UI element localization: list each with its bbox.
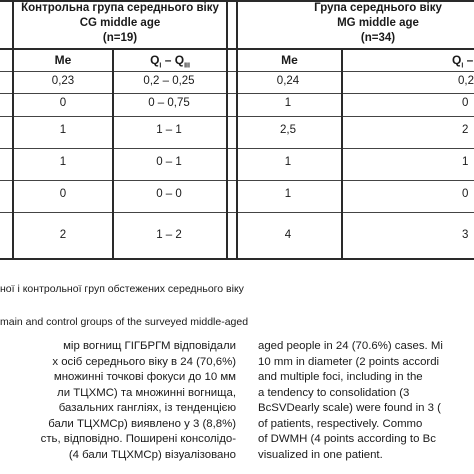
cg-quartile-header: QI – QIII bbox=[150, 53, 190, 70]
mg-me-header: Me bbox=[281, 53, 298, 67]
caption-ukrainian: ної і контрольної груп обстежених середн… bbox=[0, 283, 244, 295]
text-line: сть, відповідно. Поширені консолідо- bbox=[40, 433, 236, 445]
table-cell: 0 bbox=[462, 188, 469, 200]
text-line: a tendency to consolidation (3 bbox=[258, 386, 410, 399]
text-line: and multiple foci, including in the bbox=[258, 371, 423, 383]
table-cell: 0 – 0 bbox=[156, 188, 182, 200]
right-text-column: aged people in 24 (70.6%) cases. Mi 10 m… bbox=[258, 339, 474, 463]
cg-group-count: (n=19) bbox=[102, 32, 138, 44]
table-cell: 1 bbox=[284, 97, 292, 109]
caption-english: main and control groups of the surveyed … bbox=[0, 316, 249, 328]
table-cell: 0 bbox=[59, 188, 67, 200]
column-divider bbox=[341, 48, 343, 259]
text-line: мір вогнищ ГІГБРГМ відповідали bbox=[63, 340, 236, 352]
table-cell: 0 bbox=[462, 97, 469, 109]
table-cell: 1 bbox=[284, 188, 292, 200]
column-divider bbox=[12, 0, 14, 259]
mg-quartile-header: QI – bbox=[452, 53, 474, 70]
table-cell: 1 bbox=[284, 156, 292, 168]
text-line: (4 бали ТЦХМСр) візуалізовано bbox=[68, 448, 236, 461]
table-cell: 4 bbox=[284, 229, 292, 241]
table-cell: 0,2 – 0,25 bbox=[143, 75, 195, 87]
table-cell: 0 bbox=[59, 97, 67, 109]
table-cell: 0 – 1 bbox=[156, 156, 182, 168]
table-cell: 3 bbox=[462, 229, 469, 241]
table-cell: 2 bbox=[59, 229, 67, 241]
column-divider bbox=[226, 0, 228, 259]
mg-group-count: (n=34) bbox=[360, 32, 396, 44]
table-cell: 0,23 bbox=[51, 75, 75, 87]
table-cell: 2 bbox=[462, 124, 469, 136]
column-divider bbox=[112, 48, 114, 259]
text-line: aged people in 24 (70.6%) cases. Mi bbox=[258, 340, 443, 352]
table-cell: 0 – 0,75 bbox=[148, 97, 190, 109]
cg-me-header: Me bbox=[54, 53, 72, 67]
table-cell: 2,5 bbox=[280, 124, 296, 136]
text-line: ли ТЦХМС) та множинні вогнища, bbox=[57, 386, 236, 399]
text-line: BcSVDearly scale) were found in 3 ( bbox=[258, 402, 441, 414]
table-cell: 0,24 bbox=[276, 75, 300, 87]
text-line: множинні точкові фокуси до 10 мм bbox=[53, 371, 236, 383]
table-cell: 1 bbox=[59, 124, 67, 136]
text-line: базальних гангліях, із тенденцією bbox=[58, 402, 236, 414]
mg-group-title: Група середнього віку bbox=[314, 2, 442, 14]
cg-group-title: Контрольна група середнього віку bbox=[21, 2, 219, 14]
cg-group-header: Контрольна група середнього віку CG midd… bbox=[14, 1, 226, 46]
table-cell: 1 – 1 bbox=[156, 124, 182, 136]
table-cell: 1 bbox=[59, 156, 67, 168]
table-cell: 0,2 bbox=[458, 75, 474, 87]
table-cell: 1 bbox=[462, 156, 469, 168]
mg-group-subtitle: MG middle age bbox=[337, 17, 419, 29]
text-line: 10 mm in diameter (2 points accordi bbox=[258, 355, 440, 368]
text-line: х осіб середнього віку в 24 (70,6%) bbox=[52, 355, 236, 368]
text-line: visualized in one patient. bbox=[258, 448, 383, 461]
cg-group-subtitle: CG middle age bbox=[79, 17, 161, 29]
mg-group-header: Група середнього віку MG middle age (n=3… bbox=[258, 1, 474, 46]
column-divider bbox=[236, 0, 238, 259]
left-text-column: мір вогнищ ГІГБРГМ відповідали х осіб се… bbox=[0, 339, 236, 463]
text-line: of patients, respectively. Commo bbox=[258, 417, 423, 430]
text-line: бали ТЦХМСр) виявлено у 3 (8,8%) bbox=[48, 417, 236, 430]
text-line: of DWMH (4 points according to Bc bbox=[258, 433, 436, 445]
table-cell: 1 – 2 bbox=[156, 229, 182, 241]
